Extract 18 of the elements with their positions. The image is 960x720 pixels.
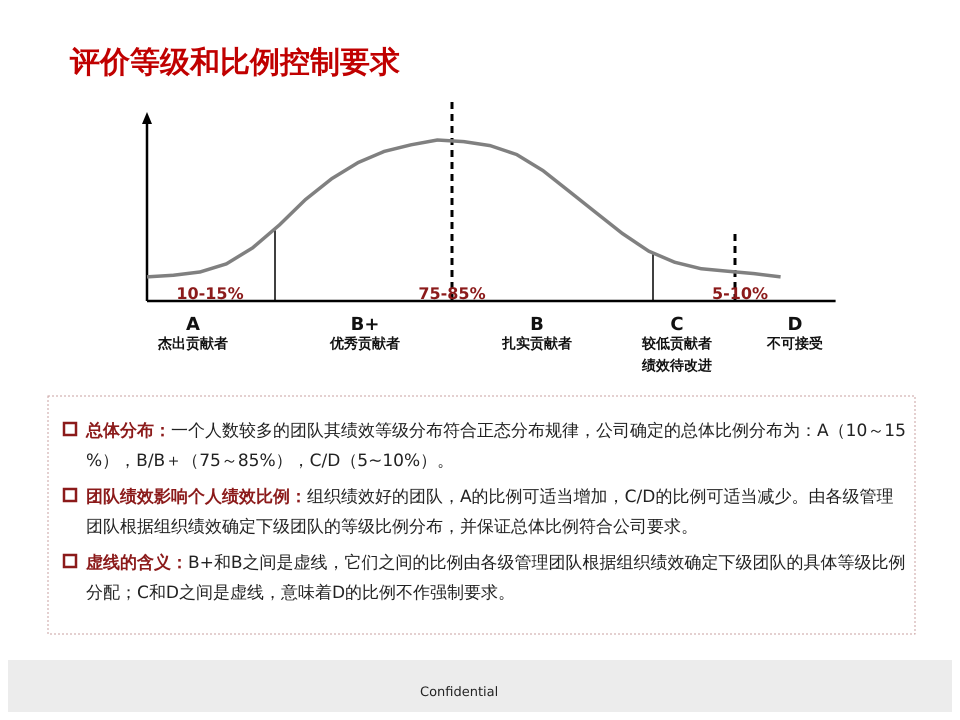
text: 较低贡献者绩效待改进 xyxy=(641,336,712,374)
chart-title: 评价等级和比例控制要求 xyxy=(69,45,400,80)
text: 优秀贡献者 xyxy=(329,335,400,352)
text: Confidential xyxy=(420,685,498,700)
annotation: 10-15% xyxy=(176,284,244,303)
text: 团队绩效影响个人绩效比例：组织绩效好的团队，A的比例可适当增加，C/D的比例可适当减少。由各级管理团队根据组织绩效确定下级团队的等级比例分布，并保证总体比例符合公司要求。 xyxy=(86,487,894,537)
annotation: 75-85% xyxy=(418,284,486,303)
text: 不可接受 xyxy=(766,335,823,352)
annotation: 5-10% xyxy=(712,284,768,303)
text: B+ xyxy=(350,314,380,335)
text: 杰出贡献者 xyxy=(157,336,228,352)
text: D xyxy=(788,314,802,335)
text: B xyxy=(530,314,544,335)
text: A xyxy=(186,314,200,335)
text: 扎实贡献者 xyxy=(501,335,572,352)
text: C xyxy=(670,314,684,335)
text: 总体分布：一个人数较多的团队其绩效等级分布符合正态分布规律，公司确定的总体比例分布为：A（10～15%），B/B＋（75～85%），C/D（5~10%）。 xyxy=(85,421,906,471)
text: 虚线的含义：B+和B之间是虚线，它们之间的比例由各级管理团队根据组织绩效确定下级团队的具体等级比例分配；C和D之间是虚线，意味着D的比例不作强制要求。 xyxy=(85,553,906,603)
